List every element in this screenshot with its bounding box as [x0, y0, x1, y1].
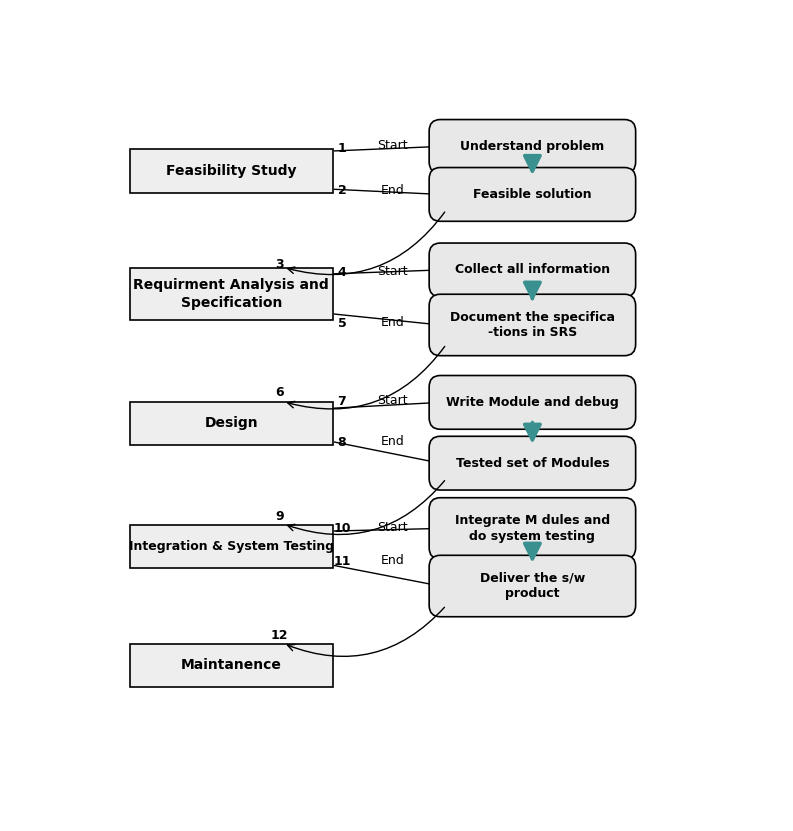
Text: Document the specifica
-tions in SRS: Document the specifica -tions in SRS [450, 311, 615, 339]
Text: Maintanence: Maintanence [181, 658, 282, 672]
Text: 12: 12 [271, 629, 289, 642]
Text: Start: Start [377, 140, 408, 152]
FancyBboxPatch shape [429, 498, 636, 559]
Text: 8: 8 [338, 436, 347, 450]
Text: End: End [381, 435, 404, 448]
Text: 2: 2 [338, 184, 347, 197]
Text: Start: Start [377, 394, 408, 407]
FancyBboxPatch shape [429, 376, 636, 430]
Text: Requirment Analysis and
Specification: Requirment Analysis and Specification [133, 278, 329, 311]
Text: End: End [381, 554, 404, 567]
FancyBboxPatch shape [130, 643, 333, 687]
Text: Feasibility Study: Feasibility Study [166, 164, 297, 178]
Text: Understand problem: Understand problem [460, 140, 604, 153]
FancyBboxPatch shape [130, 149, 333, 193]
Text: 6: 6 [275, 386, 284, 399]
FancyBboxPatch shape [429, 294, 636, 356]
FancyBboxPatch shape [429, 168, 636, 221]
FancyBboxPatch shape [130, 268, 333, 321]
FancyBboxPatch shape [429, 120, 636, 174]
Text: Integration & System Testing: Integration & System Testing [128, 540, 334, 553]
Text: End: End [381, 184, 404, 197]
Text: 4: 4 [338, 266, 347, 279]
Text: Design: Design [205, 416, 258, 430]
FancyBboxPatch shape [429, 436, 636, 490]
Text: 3: 3 [275, 258, 284, 271]
Text: 9: 9 [275, 510, 284, 524]
FancyBboxPatch shape [130, 401, 333, 445]
Text: 5: 5 [338, 317, 347, 330]
FancyBboxPatch shape [429, 555, 636, 617]
FancyBboxPatch shape [429, 243, 636, 297]
Text: Tested set of Modules: Tested set of Modules [456, 457, 609, 470]
Text: Deliver the s/w
product: Deliver the s/w product [480, 572, 585, 600]
Text: Collect all information: Collect all information [455, 263, 610, 277]
Text: Start: Start [377, 265, 408, 278]
Text: 10: 10 [333, 522, 351, 535]
FancyBboxPatch shape [130, 524, 333, 568]
Text: Integrate M dules and
do system testing: Integrate M dules and do system testing [455, 514, 610, 543]
Text: 7: 7 [338, 396, 347, 408]
Text: Write Module and debug: Write Module and debug [446, 396, 619, 409]
Text: Feasible solution: Feasible solution [473, 188, 592, 201]
Text: 1: 1 [338, 142, 347, 155]
Text: End: End [381, 316, 404, 329]
Text: Start: Start [377, 521, 408, 534]
Text: 11: 11 [333, 555, 351, 568]
